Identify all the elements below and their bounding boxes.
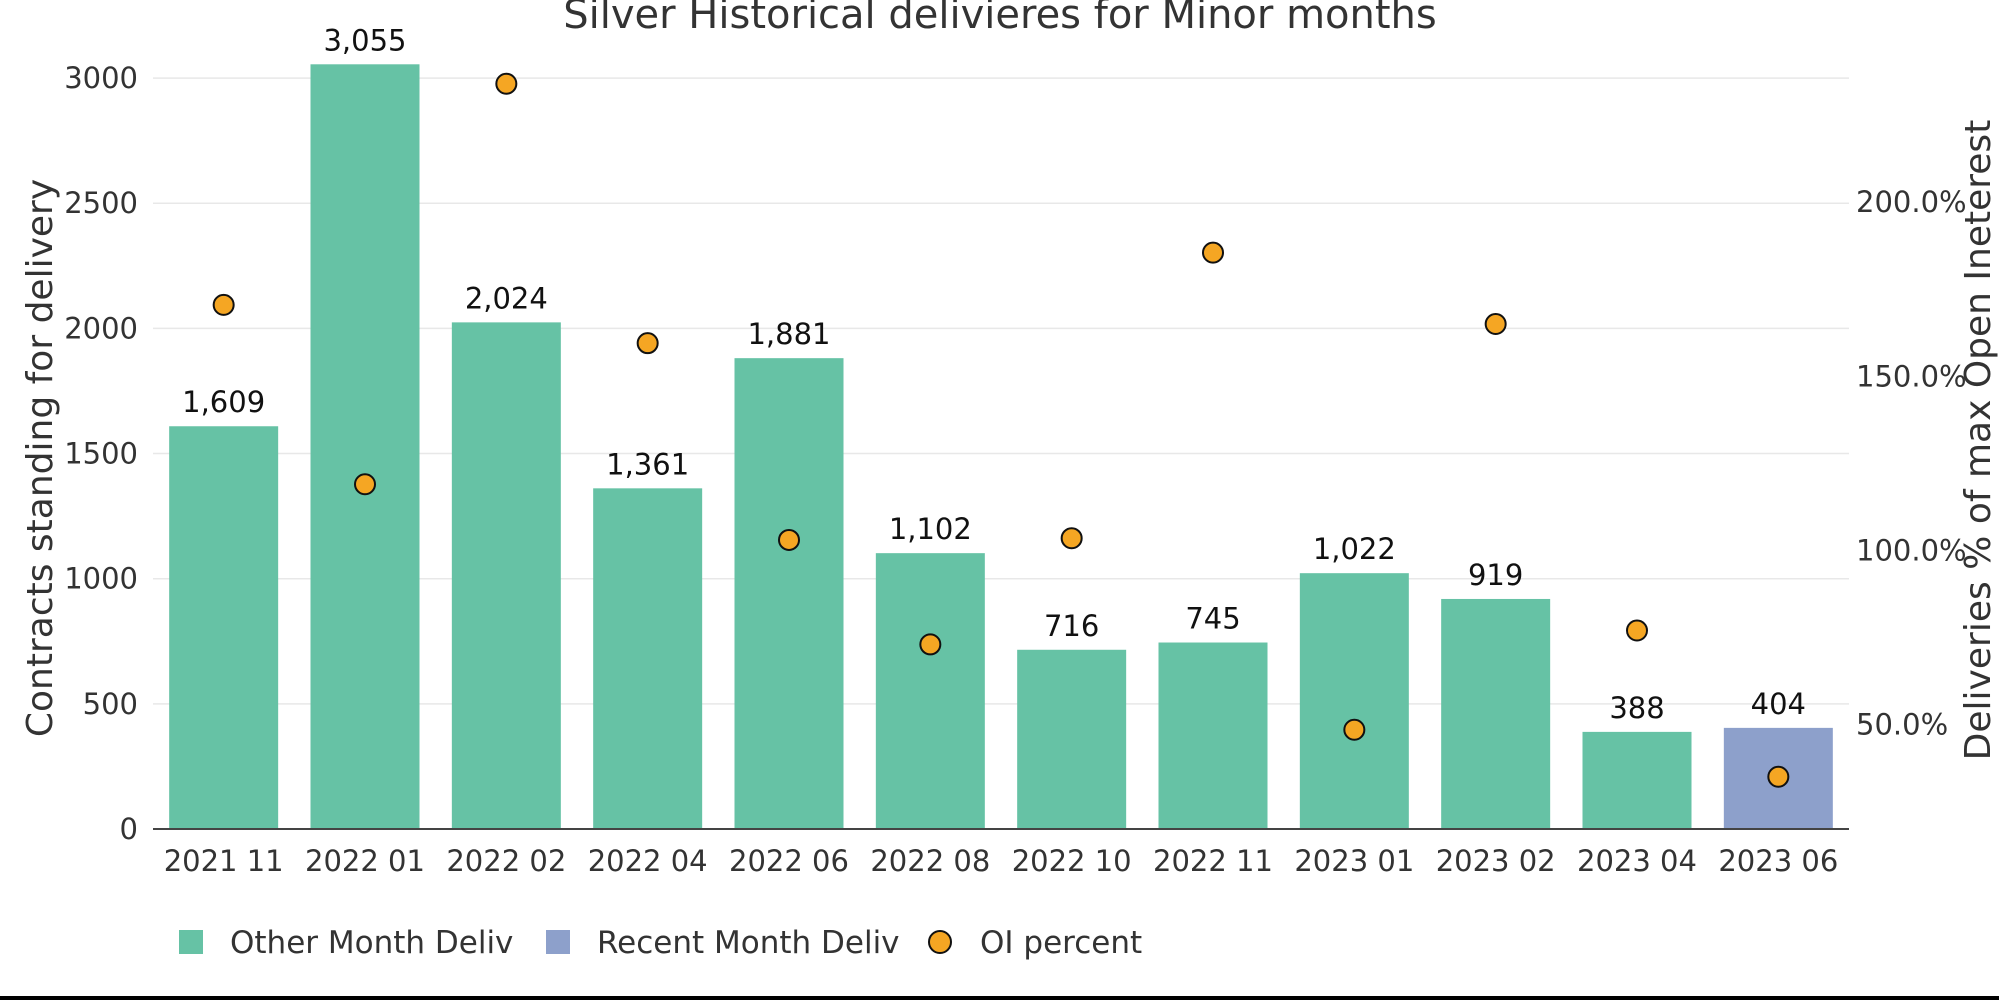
x-tick-label: 2022 04 [588, 844, 708, 878]
oi-point-2023-06 [1767, 765, 1790, 788]
bar-2022-04 [593, 488, 703, 829]
y-tick-label: 2000 [64, 311, 138, 345]
y2-axis-title: Deliveries % of max Open Ineterest [1958, 120, 1999, 761]
bar-value-label: 388 [1609, 691, 1664, 725]
bar-value-label: 3,055 [323, 23, 406, 57]
bar-2021-11 [169, 426, 279, 829]
y-tick-label: 1500 [64, 437, 138, 471]
y-tick-label: 2500 [64, 186, 138, 220]
bar-value-label: 1,102 [889, 512, 972, 546]
oi-point-2021-11 [212, 293, 235, 316]
y2-tick-label: 200.0% [1856, 185, 1967, 219]
legend-label-other: Other Month Deliv [230, 925, 513, 961]
x-tick-label: 2022 02 [446, 844, 566, 878]
legend-label-oi: OI percent [980, 925, 1142, 961]
y2-tick-label: 100.0% [1856, 533, 1967, 567]
bar-value-label: 404 [1751, 687, 1806, 721]
x-tick-label: 2022 06 [729, 844, 849, 878]
bar-2022-01 [310, 64, 420, 830]
bar-value-label: 1,881 [747, 317, 830, 351]
bar-value-label: 1,609 [182, 385, 265, 419]
oi-point-2023-02 [1484, 313, 1507, 336]
y-tick-label: 3000 [64, 61, 138, 95]
bar-2022-02 [451, 322, 561, 829]
y-tick-label: 1000 [64, 562, 138, 596]
chart-title: Silver Historical delivieres for Minor m… [563, 0, 1436, 38]
y-axis-ticks: 0 500 1000 1500 2000 2500 3000 [64, 61, 138, 846]
y-tick-label: 500 [83, 687, 138, 721]
bars [169, 64, 1833, 830]
oi-point-2022-06 [778, 528, 800, 551]
y2-tick-label: 150.0% [1856, 359, 1967, 393]
oi-point-2022-01 [354, 473, 376, 496]
oi-point-2023-01 [1343, 718, 1366, 741]
x-tick-label: 2023 01 [1294, 844, 1414, 878]
x-tick-label: 2022 08 [870, 844, 990, 878]
bar-2023-01 [1299, 573, 1409, 829]
bottom-border [0, 996, 1999, 1000]
bar-2022-11 [1158, 642, 1268, 829]
x-tick-label: 2022 01 [305, 844, 425, 878]
oi-point-2022-10 [1060, 527, 1083, 550]
bar-value-label: 919 [1468, 558, 1523, 592]
x-tick-label: 2022 10 [1012, 844, 1132, 878]
bar-value-label: 745 [1185, 602, 1240, 636]
bar-value-label: 1,361 [606, 447, 689, 481]
legend-label-recent: Recent Month Deliv [597, 925, 900, 961]
bar-2023-04 [1582, 731, 1692, 829]
gridlines [153, 77, 1849, 705]
bar-labels: 1,609 3,055 2,024 1,361 1,881 1,102 716 745 1,02… [182, 23, 1806, 725]
x-tick-label: 2021 11 [164, 844, 284, 878]
bar-2023-02 [1441, 598, 1551, 829]
oi-point-2022-04 [636, 332, 659, 355]
oi-point-2022-02 [495, 72, 518, 95]
oi-points [212, 72, 1790, 788]
legend-marker-oi [928, 930, 952, 954]
legend-swatch-recent [546, 930, 570, 954]
legend: Other Month Deliv Recent Month Deliv OI … [179, 925, 1142, 961]
x-tick-label: 2023 04 [1577, 844, 1697, 878]
x-tick-label: 2023 06 [1718, 844, 1838, 878]
bar-2022-10 [1017, 649, 1127, 829]
bar-2022-08 [875, 553, 985, 829]
bar-value-label: 1,022 [1313, 532, 1396, 566]
x-tick-label: 2022 11 [1153, 844, 1273, 878]
y2-axis-ticks: 50.0% 100.0% 150.0% 200.0% [1856, 185, 1967, 741]
y2-tick-label: 50.0% [1856, 708, 1948, 742]
oi-point-2023-04 [1626, 619, 1648, 642]
legend-swatch-other [179, 930, 203, 954]
bar-value-label: 2,024 [465, 281, 548, 315]
oi-point-2022-08 [919, 633, 942, 656]
y-tick-label: 0 [120, 812, 138, 846]
oi-point-2022-11 [1202, 241, 1224, 264]
bar-value-label: 716 [1044, 609, 1099, 643]
bar-2022-06 [734, 358, 844, 829]
x-axis-ticks: 2021 11 2022 01 2022 02 2022 04 2022 06 2022 … [164, 844, 1839, 878]
y-axis-title: Contracts standing for delivery [20, 179, 61, 737]
x-tick-label: 2023 02 [1436, 844, 1556, 878]
